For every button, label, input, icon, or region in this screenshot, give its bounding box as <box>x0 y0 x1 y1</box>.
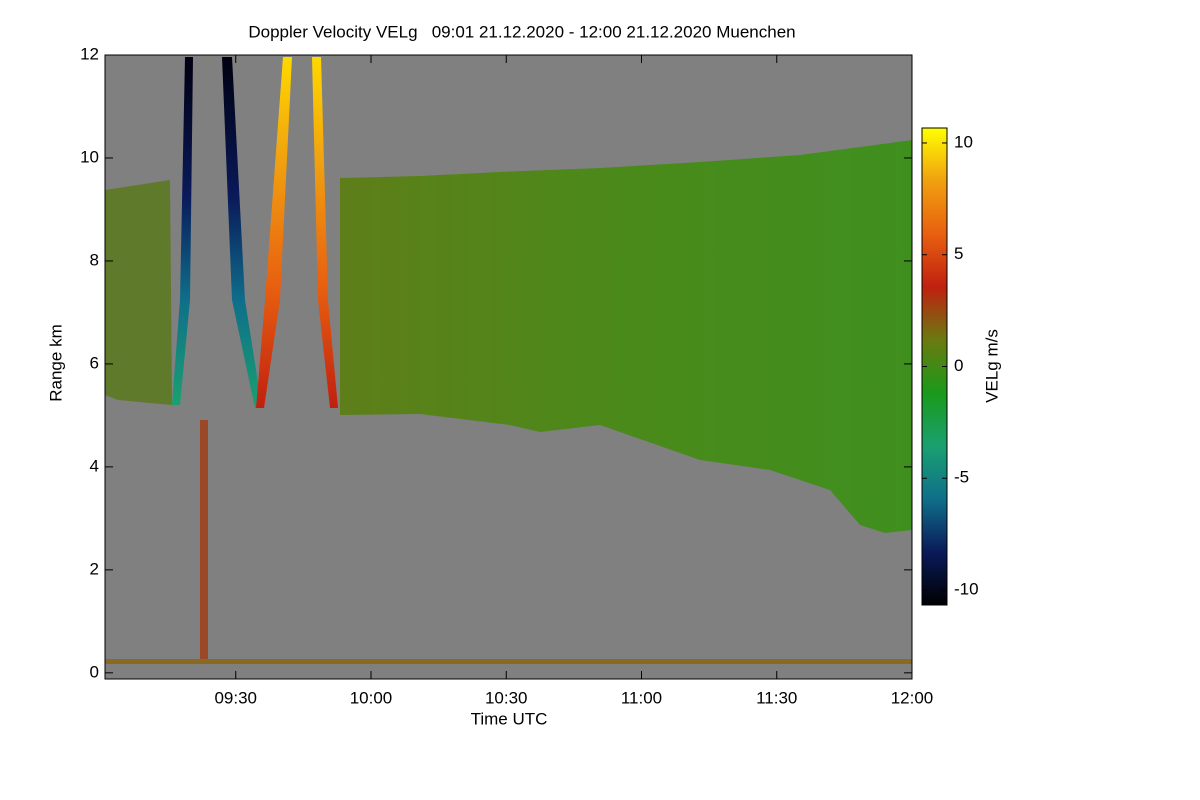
cloud-region <box>105 180 172 405</box>
x-axis-label: Time UTC <box>471 709 548 728</box>
colorbar-label: VELg m/s <box>982 329 1001 403</box>
plume <box>172 57 193 405</box>
y-tick-label: 6 <box>90 353 99 372</box>
x-tick-label: 12:00 <box>891 688 934 707</box>
y-tick-label: 10 <box>80 147 99 166</box>
x-tick-label: 11:30 <box>756 688 797 707</box>
y-tick-label: 0 <box>90 662 99 681</box>
y-tick-label: 4 <box>90 456 99 475</box>
colorbar-tick-label: -5 <box>954 468 969 487</box>
y-tick-label: 12 <box>80 44 99 63</box>
cloud-region <box>340 140 912 533</box>
plume <box>256 57 292 408</box>
colorbar-tick-label: 10 <box>954 132 973 151</box>
y-tick-label: 2 <box>90 559 99 578</box>
near-range-band <box>105 659 912 664</box>
x-tick-label: 10:00 <box>350 688 393 707</box>
chart-title: Doppler Velocity VELg 09:01 21.12.2020 -… <box>248 22 795 41</box>
plume <box>222 57 262 408</box>
field <box>105 57 912 664</box>
noise-band <box>200 420 208 660</box>
colorbar-tick-label: 5 <box>954 244 963 263</box>
plot-frame <box>104 54 913 680</box>
x-tick-label: 11:00 <box>621 688 662 707</box>
colorbar-tick-label: 0 <box>954 356 963 375</box>
x-tick-label: 09:30 <box>214 688 257 707</box>
y-tick-label: 8 <box>90 250 99 269</box>
y-axis-label: Range km <box>46 324 65 401</box>
colorbar-tick-label: -10 <box>954 580 979 599</box>
x-tick-label: 10:30 <box>485 688 528 707</box>
plume <box>312 57 338 408</box>
